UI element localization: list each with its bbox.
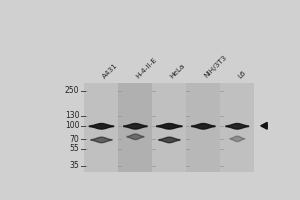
Bar [118, 83, 152, 172]
Text: 35: 35 [70, 161, 79, 170]
Text: 70: 70 [70, 135, 79, 144]
Text: A431: A431 [101, 62, 118, 79]
Text: 100: 100 [65, 121, 79, 130]
Bar [84, 83, 118, 172]
Bar [186, 83, 220, 172]
Text: H-4-II-E: H-4-II-E [135, 56, 158, 79]
Bar [152, 83, 186, 172]
Text: 250: 250 [65, 86, 79, 95]
Text: L6: L6 [237, 69, 247, 79]
Text: HeLa: HeLa [169, 62, 186, 79]
Text: NIH/3T3: NIH/3T3 [203, 55, 228, 79]
Text: 130: 130 [65, 111, 79, 120]
Text: 55: 55 [70, 144, 79, 153]
Bar [220, 83, 254, 172]
Polygon shape [261, 122, 267, 129]
